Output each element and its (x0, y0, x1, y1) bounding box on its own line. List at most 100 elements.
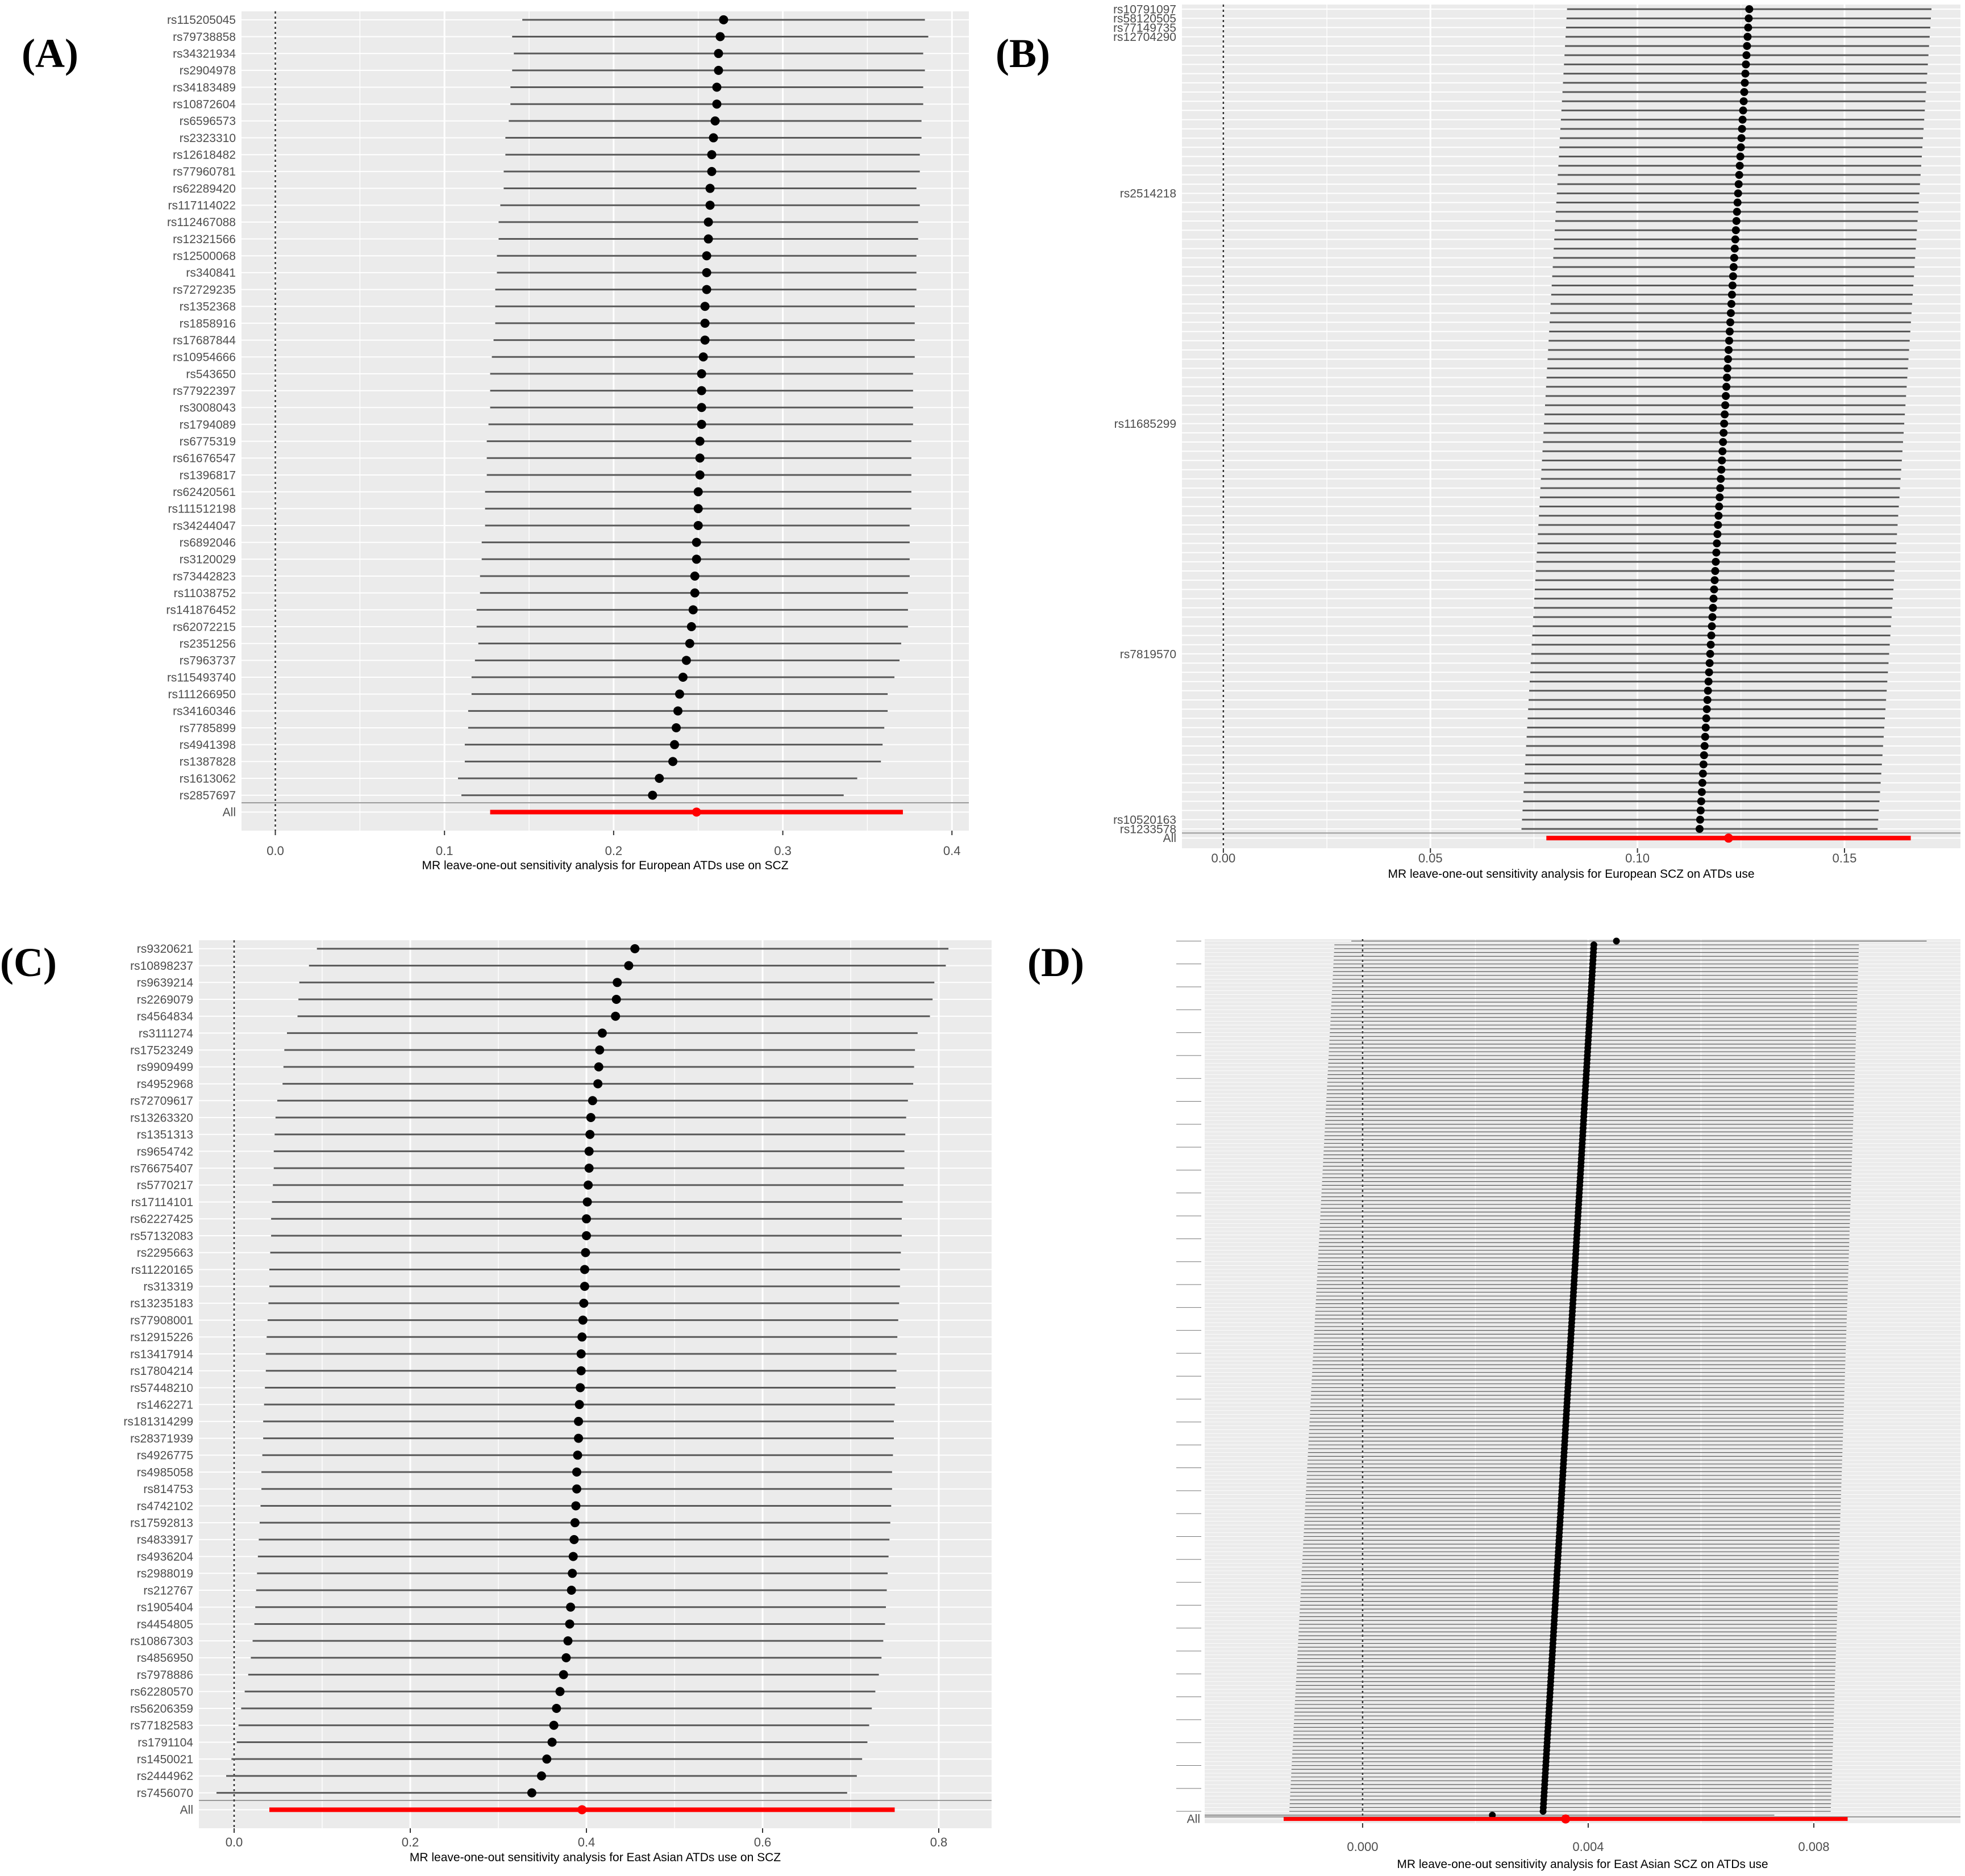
snp-point-estimate (567, 1586, 576, 1595)
snp-point-estimate (576, 1349, 586, 1359)
snp-point-estimate (1706, 649, 1714, 658)
snp-point-estimate (1718, 456, 1726, 465)
snp-label: rs62420561 (173, 486, 236, 499)
snp-point-estimate (695, 470, 705, 480)
snp-label: rs13417914 (130, 1348, 193, 1361)
snp-point-estimate (670, 740, 680, 749)
snp-label: rs76675407 (130, 1162, 193, 1175)
snp-label: rs10872604 (173, 98, 236, 111)
snp-point-estimate (582, 1214, 591, 1224)
snp-point-estimate (1732, 216, 1741, 225)
snp-point-estimate (1735, 161, 1744, 170)
snp-point-estimate (1724, 355, 1733, 364)
snp-label: rs13263320 (130, 1111, 193, 1124)
snp-point-estimate (1715, 502, 1723, 511)
snp-point-estimate (1720, 419, 1729, 428)
snp-point-estimate (569, 1535, 579, 1544)
snp-point-estimate (678, 672, 688, 682)
x-tick-label: 0.000 (1347, 1840, 1378, 1854)
plot-background (1205, 939, 1960, 1823)
snp-point-estimate (1712, 548, 1721, 557)
snp-label: rs1352368 (180, 301, 236, 314)
snp-point-estimate (1702, 714, 1710, 723)
snp-label: rs17804214 (130, 1365, 193, 1378)
snp-point-estimate (555, 1687, 565, 1696)
snp-point-estimate (1742, 60, 1750, 69)
snp-point-estimate (1745, 14, 1753, 23)
snp-point-estimate (686, 622, 696, 631)
snp-point-estimate (613, 978, 622, 987)
snp-label: rs112467088 (167, 216, 236, 229)
snp-label: rs212767 (143, 1584, 193, 1597)
x-axis-title: MR leave-one-out sensitivity analysis fo… (1388, 868, 1754, 881)
snp-label: rs6892046 (180, 536, 236, 549)
snp-label: rs62280570 (130, 1686, 193, 1699)
snp-point-estimate (668, 757, 678, 766)
snp-point-estimate (1727, 299, 1735, 308)
snp-point-estimate (576, 1366, 586, 1375)
snp-point-estimate (1734, 180, 1743, 189)
snp-point-estimate (692, 537, 701, 547)
snp-label: rs4952968 (137, 1078, 193, 1091)
snp-point-estimate (1708, 613, 1717, 622)
snp-point-estimate (584, 1147, 594, 1156)
snp-point-estimate (1539, 1808, 1547, 1815)
snp-label: rs141876452 (166, 604, 236, 617)
snp-point-estimate (702, 285, 711, 294)
snp-point-estimate (536, 1771, 546, 1781)
panel-c-forest-plot: rs9320621 rs10898237 rs9639214 rs2269079 rs4… (0, 940, 992, 1864)
snp-point-estimate (1733, 207, 1741, 216)
snp-point-estimate (573, 1450, 582, 1460)
snp-point-estimate (707, 166, 717, 176)
snp-point-estimate (1719, 438, 1727, 447)
snp-point-estimate (1742, 51, 1751, 60)
snp-label: rs72709617 (130, 1095, 193, 1108)
snp-point-estimate (1696, 815, 1704, 824)
snp-label: rs4833917 (137, 1533, 193, 1546)
snp-point-estimate (1721, 410, 1729, 419)
snp-point-estimate (1613, 937, 1620, 945)
snp-point-estimate (1724, 345, 1733, 354)
snp-label: rs61676547 (173, 452, 236, 465)
snp-label: rs17687844 (173, 334, 236, 347)
snp-label: rs3111274 (139, 1027, 193, 1040)
snp-point-estimate (712, 82, 722, 92)
snp-point-estimate (697, 369, 706, 378)
snp-point-estimate (1738, 115, 1747, 124)
snp-label: rs17523249 (130, 1044, 193, 1057)
snp-label: rs2323310 (180, 132, 236, 145)
snp-label: rs28371939 (130, 1432, 193, 1445)
snp-point-estimate (703, 234, 713, 244)
snp-point-estimate (1696, 806, 1705, 815)
snp-point-estimate (675, 689, 684, 699)
snp-point-estimate (672, 723, 681, 733)
snp-label: rs10954666 (173, 351, 236, 364)
snp-point-estimate (580, 1265, 589, 1274)
snp-point-estimate (719, 15, 728, 24)
snp-point-estimate (527, 1788, 536, 1798)
snp-label: rs13235183 (130, 1297, 193, 1310)
snp-point-estimate (561, 1653, 571, 1662)
snp-point-estimate (624, 961, 634, 970)
snp-point-estimate (542, 1754, 552, 1764)
snp-label: rs77908001 (130, 1314, 193, 1327)
snp-label: rs1905404 (137, 1601, 194, 1614)
snp-point-estimate (700, 318, 710, 328)
snp-point-estimate (1707, 631, 1716, 640)
x-tick-label: 0.3 (774, 844, 792, 858)
snp-point-estimate (1697, 788, 1706, 797)
snp-point-estimate (697, 403, 706, 412)
snp-point-estimate (586, 1113, 596, 1123)
snp-point-estimate (688, 605, 698, 615)
snp-label: rs10520163 (1113, 814, 1176, 827)
snp-point-estimate (1716, 493, 1724, 502)
snp-label: rs62072215 (173, 620, 236, 633)
snp-label: rs1791104 (138, 1736, 193, 1749)
snp-label: rs814753 (143, 1483, 193, 1496)
snp-point-estimate (712, 99, 722, 109)
snp-point-estimate (1738, 124, 1746, 133)
snp-point-estimate (1737, 134, 1746, 143)
snp-label: rs10791097 (1113, 3, 1176, 16)
snp-point-estimate (1744, 23, 1752, 32)
snp-point-estimate (1722, 392, 1730, 401)
